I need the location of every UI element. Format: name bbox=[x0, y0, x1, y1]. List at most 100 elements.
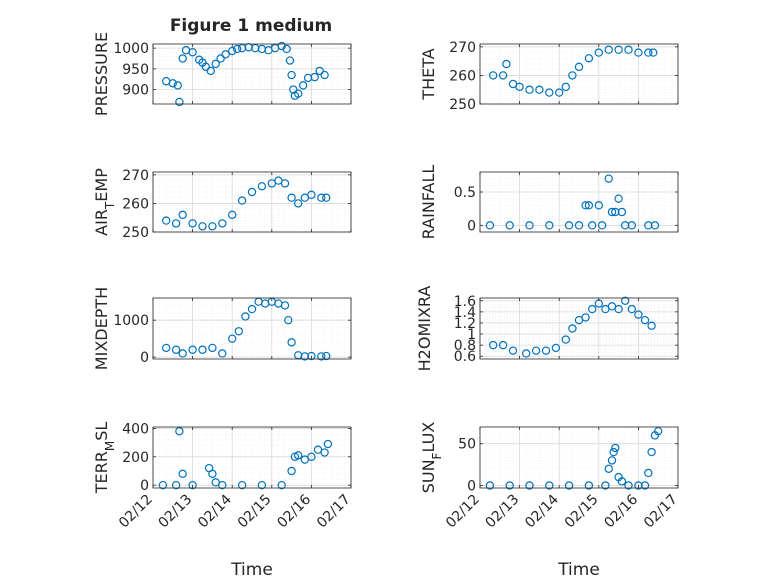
data-point bbox=[315, 66, 324, 76]
data-point bbox=[604, 464, 613, 473]
data-point bbox=[505, 481, 514, 490]
data-point bbox=[627, 304, 637, 314]
data-point bbox=[581, 313, 590, 322]
data-point bbox=[227, 46, 237, 56]
data-point bbox=[171, 345, 181, 354]
data-point bbox=[505, 221, 514, 230]
data-point bbox=[320, 448, 329, 457]
y-tick-label: 270 bbox=[122, 168, 149, 184]
x-axis-label: Time bbox=[557, 560, 600, 580]
data-point bbox=[298, 81, 308, 90]
data-point bbox=[201, 62, 210, 71]
axes-box bbox=[479, 426, 679, 489]
data-point bbox=[211, 59, 220, 69]
axes-box bbox=[479, 43, 679, 105]
data-point bbox=[168, 79, 177, 88]
data-point bbox=[287, 338, 296, 347]
data-point bbox=[640, 315, 650, 325]
data-point bbox=[574, 62, 584, 72]
data-point bbox=[307, 351, 316, 361]
data-point bbox=[611, 443, 620, 453]
data-point bbox=[237, 480, 247, 490]
data-point bbox=[307, 452, 316, 461]
x-axis-label: Time bbox=[230, 560, 273, 580]
y-axis-label: MIXDEPTH bbox=[92, 287, 111, 370]
y-tick-label: 400 bbox=[122, 421, 149, 437]
data-point bbox=[541, 346, 551, 355]
data-point bbox=[208, 222, 217, 231]
data-point bbox=[198, 345, 207, 354]
data-point bbox=[498, 340, 508, 350]
subplot-6: 0.60.811.21.41.6 H2OMIXRA bbox=[415, 286, 679, 371]
data-point bbox=[178, 349, 187, 358]
data-point bbox=[178, 469, 187, 479]
data-point bbox=[525, 221, 534, 230]
y-axis-label: AIRTEMP bbox=[92, 168, 117, 236]
data-point bbox=[545, 88, 554, 97]
data-point bbox=[227, 210, 237, 220]
data-point bbox=[489, 340, 498, 350]
data-point bbox=[188, 219, 197, 228]
data-point bbox=[317, 352, 326, 361]
data-point bbox=[206, 66, 215, 76]
y-axis-label: THETA bbox=[419, 48, 438, 100]
data-point bbox=[564, 221, 574, 230]
data-point bbox=[171, 219, 181, 228]
y-tick-label: 0 bbox=[140, 350, 149, 366]
data-point bbox=[609, 447, 618, 457]
data-point bbox=[597, 221, 607, 230]
data-point bbox=[323, 439, 333, 449]
data-point bbox=[485, 221, 495, 230]
data-point bbox=[284, 315, 293, 325]
data-point bbox=[175, 427, 184, 436]
data-point bbox=[216, 54, 225, 63]
data-point bbox=[232, 44, 242, 54]
data-point bbox=[634, 310, 643, 319]
data-point bbox=[280, 301, 290, 310]
series-markers bbox=[489, 45, 658, 97]
data-point bbox=[289, 85, 298, 94]
data-point bbox=[508, 346, 518, 355]
data-point bbox=[218, 219, 227, 228]
data-point bbox=[247, 304, 257, 314]
y-tick-label: 0.6 bbox=[454, 349, 476, 365]
data-point bbox=[614, 45, 623, 54]
data-point bbox=[277, 480, 286, 490]
data-point bbox=[621, 296, 630, 305]
data-point bbox=[607, 207, 617, 217]
y-tick-label: 260 bbox=[449, 68, 476, 84]
data-point bbox=[644, 48, 653, 57]
data-point bbox=[624, 45, 633, 54]
data-point bbox=[320, 70, 329, 80]
data-point bbox=[649, 48, 658, 57]
data-point bbox=[188, 48, 197, 57]
data-point bbox=[647, 447, 656, 457]
data-point bbox=[634, 481, 643, 490]
data-point bbox=[588, 304, 597, 314]
y-tick-label: 0.8 bbox=[454, 338, 476, 354]
subplot-2: 250 260 270 THETA bbox=[419, 40, 679, 113]
data-point bbox=[621, 221, 630, 230]
data-point bbox=[644, 468, 653, 478]
axes-box bbox=[152, 426, 352, 489]
data-point bbox=[287, 70, 296, 80]
data-point bbox=[561, 82, 571, 92]
data-point bbox=[237, 196, 247, 205]
data-point bbox=[234, 327, 243, 336]
data-point bbox=[287, 466, 296, 476]
y-axis-label: PRESSURE bbox=[92, 32, 111, 116]
data-point bbox=[581, 201, 590, 210]
data-point bbox=[498, 71, 508, 80]
data-point bbox=[208, 469, 217, 479]
y-tick-label: 1000 bbox=[113, 313, 149, 329]
data-point bbox=[208, 343, 217, 353]
data-point bbox=[555, 88, 564, 97]
data-point bbox=[624, 481, 633, 490]
y-tick-label: 1.6 bbox=[454, 294, 476, 310]
data-point bbox=[282, 44, 291, 54]
data-point bbox=[604, 45, 613, 54]
y-tick-label: 260 bbox=[122, 196, 149, 212]
data-point bbox=[564, 481, 574, 490]
data-point bbox=[221, 50, 230, 59]
y-tick-label: 250 bbox=[122, 225, 149, 241]
